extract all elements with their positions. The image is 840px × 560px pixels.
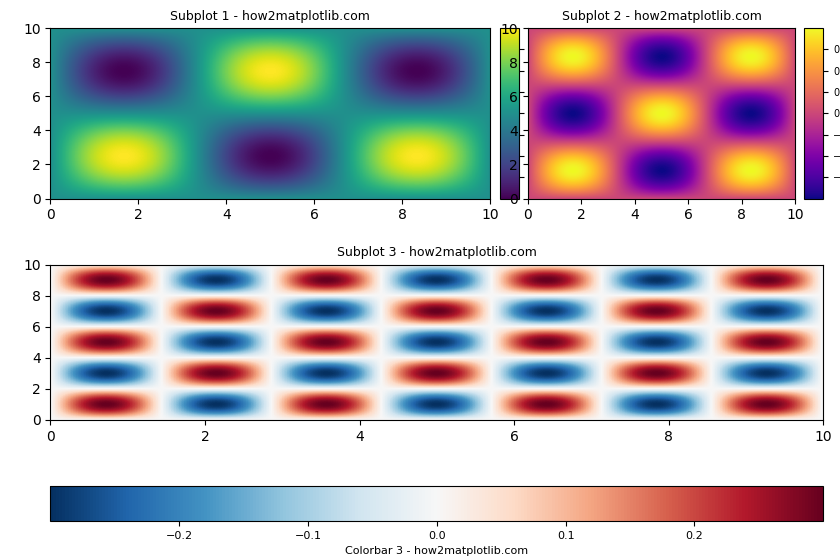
X-axis label: Colorbar 3 - how2matplotlib.com: Colorbar 3 - how2matplotlib.com xyxy=(345,546,528,556)
Title: Subplot 2 - how2matplotlib.com: Subplot 2 - how2matplotlib.com xyxy=(561,10,761,22)
Y-axis label: Colorbar 1 - how2matplotlib.com: Colorbar 1 - how2matplotlib.com xyxy=(561,33,571,194)
Title: Subplot 3 - how2matplotlib.com: Subplot 3 - how2matplotlib.com xyxy=(337,246,537,259)
Title: Subplot 1 - how2matplotlib.com: Subplot 1 - how2matplotlib.com xyxy=(171,10,370,22)
